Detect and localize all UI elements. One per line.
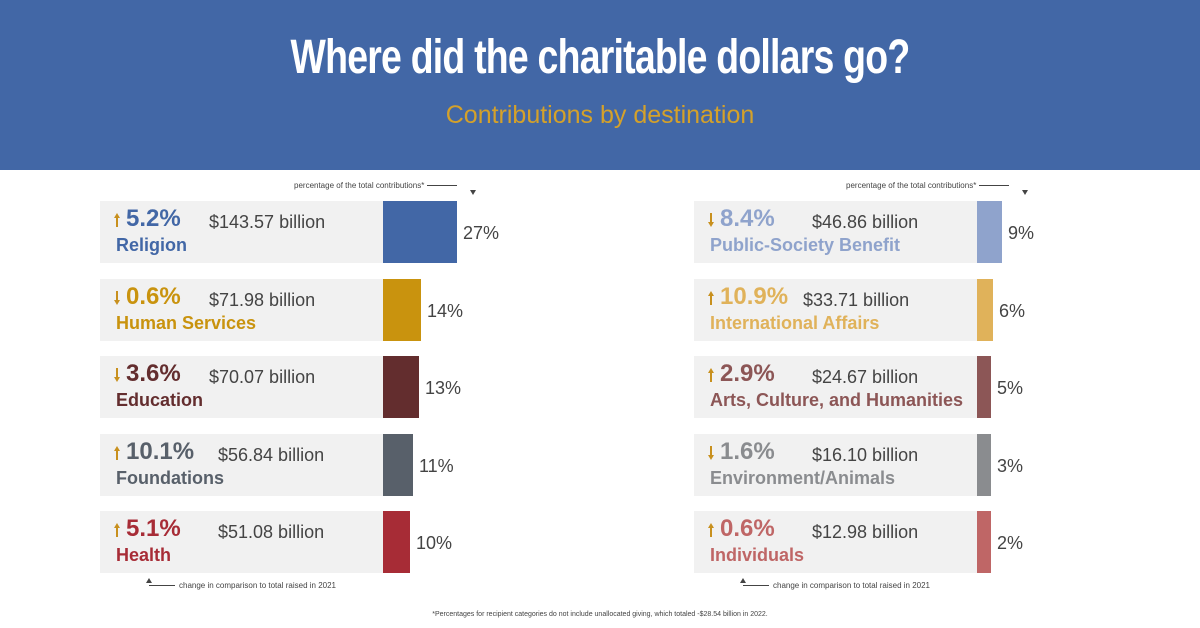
category-row: 0.6% $71.98 billion Human Services [100,279,383,341]
arrow-up-icon [146,578,152,583]
change-percent: 5.1% [126,515,181,542]
change-percent: 1.6% [720,438,775,465]
bar [977,356,991,418]
category-row: 1.6% $16.10 billion Environment/Animals [694,434,977,496]
arrow-up-icon [114,213,120,227]
change-percent: 8.4% [720,205,775,232]
category-row: 10.1% $56.84 billion Foundations [100,434,383,496]
share-label: 27% [463,223,500,243]
amount-label: $70.07 billion [209,367,316,387]
amount-label: $46.86 billion [812,212,919,232]
amount-label: $51.08 billion [218,522,325,542]
note-line [979,185,1010,187]
category-label: Human Services [116,313,257,333]
arrow-up-icon [114,523,120,537]
category-label: Environment/Animals [710,468,896,488]
amount-label: $24.67 billion [812,367,919,387]
category-row: 10.9% $33.71 billion International Affairs [694,279,977,341]
category-label: International Affairs [710,313,880,333]
change-percent: 10.1% [126,438,195,465]
share-label: 9% [1008,223,1035,243]
header-banner: Where did the charitable dollars go? Con… [0,0,1200,170]
arrow-up-icon [708,368,714,382]
share-label: 6% [999,301,1026,321]
note-line [149,585,175,587]
arrow-down-icon [114,368,120,382]
change-percent: 0.6% [126,283,181,310]
bar [383,434,413,496]
amount-label: $33.71 billion [803,290,910,310]
arrow-up-icon [114,446,120,460]
percentage-note-left: percentage of the total contributions* [294,181,458,190]
change-note-right: change in comparison to total raised in … [743,581,930,590]
share-label: 14% [427,301,464,321]
percentage-note-right-text: percentage of the total contributions* [846,181,977,190]
category-label: Education [116,390,204,410]
change-note-right-text: change in comparison to total raised in … [773,581,930,590]
arrow-down-icon [1022,190,1028,195]
change-note-left: change in comparison to total raised in … [149,581,336,590]
footnote: *Percentages for recipient categories do… [432,611,768,618]
arrow-down-icon [708,213,714,227]
bar [383,279,421,341]
category-row: 0.6% $12.98 billion Individuals [694,511,977,573]
arrow-down-icon [470,190,476,195]
bar [383,356,419,418]
share-label: 5% [997,378,1024,398]
percentage-note-left-text: percentage of the total contributions* [294,181,425,190]
change-percent: 10.9% [720,283,789,310]
category-row: 5.1% $51.08 billion Health [100,511,383,573]
change-note-left-text: change in comparison to total raised in … [179,581,336,590]
arrow-up-icon [708,523,714,537]
category-label: Arts, Culture, and Humanities [710,390,964,410]
category-row: 2.9% $24.67 billion Arts, Culture, and Hum… [694,356,977,418]
share-label: 3% [997,456,1024,476]
bar [977,434,991,496]
amount-label: $16.10 billion [812,445,919,465]
chart-subtitle: Contributions by destination [445,101,755,129]
amount-label: $12.98 billion [812,522,919,542]
chart-title: Where did the charitable dollars go? [290,31,911,84]
note-line [427,185,458,187]
bar [977,201,1002,263]
category-label: Public-Society Benefit [710,235,901,255]
category-label: Religion [116,235,187,255]
bar [383,511,410,573]
category-row: 8.4% $46.86 billion Public-Society Benefit [694,201,977,263]
arrow-up-icon [740,578,746,583]
category-label: Foundations [116,468,224,488]
bar [977,279,993,341]
share-label: 10% [416,533,453,553]
amount-label: $56.84 billion [218,445,325,465]
change-percent: 0.6% [720,515,775,542]
change-percent: 3.6% [126,360,181,387]
bar [383,201,457,263]
amount-label: $71.98 billion [209,290,316,310]
arrow-down-icon [114,291,120,305]
percentage-note-right: percentage of the total contributions* [846,181,1010,190]
category-row: 3.6% $70.07 billion Education [100,356,383,418]
category-label: Individuals [710,545,805,565]
share-label: 2% [997,533,1024,553]
arrow-up-icon [708,291,714,305]
arrow-down-icon [708,446,714,460]
share-label: 13% [425,378,462,398]
category-row: 5.2% $143.57 billion Religion [100,201,383,263]
change-percent: 5.2% [126,205,181,232]
note-line [743,585,769,587]
amount-label: $143.57 billion [209,212,326,232]
share-label: 11% [419,456,454,476]
change-percent: 2.9% [720,360,775,387]
category-label: Health [116,545,172,565]
bar [977,511,991,573]
